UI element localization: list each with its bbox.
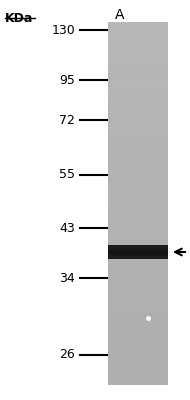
Bar xyxy=(108,143,168,149)
Bar xyxy=(108,355,168,361)
Text: 72: 72 xyxy=(59,114,75,126)
Bar xyxy=(108,250,168,251)
Bar xyxy=(108,324,168,330)
Bar xyxy=(108,288,168,294)
Bar xyxy=(108,312,168,318)
Bar xyxy=(108,252,168,258)
Bar xyxy=(108,192,168,198)
Bar xyxy=(108,198,168,204)
Bar xyxy=(108,107,168,113)
Bar xyxy=(108,254,168,255)
Bar xyxy=(108,76,168,82)
Bar xyxy=(108,113,168,119)
Bar xyxy=(108,318,168,324)
Bar xyxy=(108,337,168,343)
Bar xyxy=(108,253,168,254)
Bar xyxy=(108,270,168,276)
Bar xyxy=(108,131,168,137)
Bar xyxy=(108,173,168,179)
Bar xyxy=(108,367,168,373)
Bar xyxy=(108,28,168,34)
Text: 26: 26 xyxy=(59,348,75,362)
Bar xyxy=(108,258,168,259)
Bar xyxy=(108,276,168,282)
Bar xyxy=(108,240,168,246)
Bar xyxy=(108,155,168,161)
Bar xyxy=(108,64,168,70)
Bar xyxy=(108,58,168,64)
Bar xyxy=(108,258,168,264)
Bar xyxy=(108,247,168,248)
Bar xyxy=(108,343,168,349)
Bar xyxy=(108,234,168,240)
Bar xyxy=(108,251,168,252)
Bar xyxy=(108,185,168,192)
Text: A: A xyxy=(115,8,125,22)
Bar xyxy=(108,294,168,300)
Bar xyxy=(108,210,168,216)
Bar xyxy=(108,245,168,246)
Text: 43: 43 xyxy=(59,222,75,234)
Bar xyxy=(108,137,168,143)
Text: 130: 130 xyxy=(51,24,75,36)
Bar xyxy=(108,255,168,256)
Bar xyxy=(108,228,168,234)
Bar xyxy=(108,257,168,258)
Bar xyxy=(108,349,168,355)
Bar xyxy=(108,161,168,167)
Bar xyxy=(108,88,168,95)
Text: KDa: KDa xyxy=(5,12,33,25)
Bar xyxy=(108,95,168,101)
Bar xyxy=(108,306,168,312)
Bar xyxy=(108,300,168,306)
Text: 34: 34 xyxy=(59,272,75,284)
Bar xyxy=(108,125,168,131)
Bar xyxy=(108,149,168,155)
Bar xyxy=(108,222,168,228)
Text: 55: 55 xyxy=(59,168,75,182)
Bar xyxy=(108,22,168,385)
Bar xyxy=(108,361,168,367)
Bar xyxy=(108,46,168,52)
Bar xyxy=(108,179,168,185)
Bar xyxy=(108,82,168,88)
Bar xyxy=(108,259,168,260)
Bar xyxy=(108,22,168,28)
Text: 95: 95 xyxy=(59,74,75,86)
Bar xyxy=(108,204,168,210)
Bar xyxy=(108,245,168,259)
Bar xyxy=(108,248,168,249)
Bar xyxy=(108,119,168,125)
Bar xyxy=(108,256,168,257)
Bar xyxy=(108,264,168,270)
Bar xyxy=(108,216,168,222)
Bar xyxy=(108,246,168,252)
Bar xyxy=(108,40,168,46)
Bar xyxy=(108,252,168,253)
Bar xyxy=(108,282,168,288)
Bar xyxy=(108,246,168,247)
Bar xyxy=(108,167,168,173)
Bar xyxy=(108,52,168,58)
Bar xyxy=(108,373,168,379)
Bar xyxy=(108,330,168,337)
Bar xyxy=(108,70,168,76)
Bar xyxy=(108,379,168,385)
Bar xyxy=(108,101,168,107)
Bar xyxy=(108,34,168,40)
